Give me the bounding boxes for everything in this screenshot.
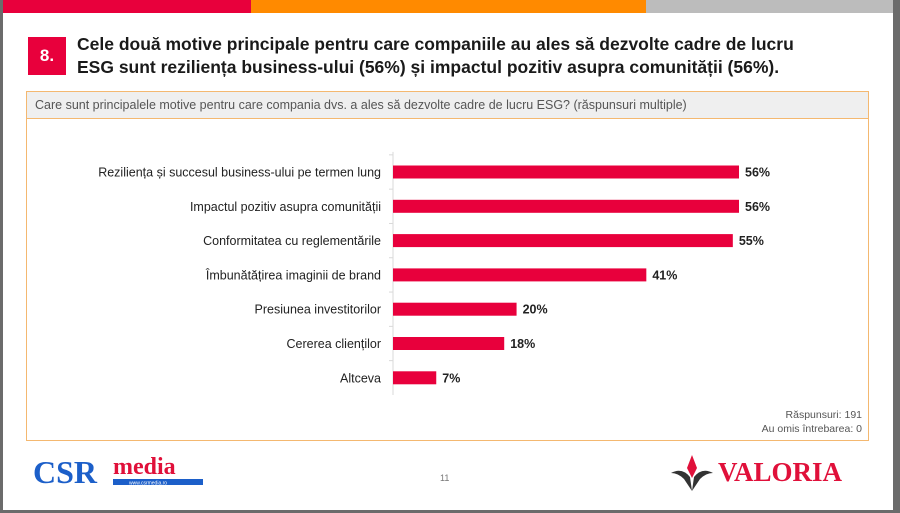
csr-logo-url: www.csrmedia.ro [129, 481, 167, 487]
category-label: Cererea clienților [287, 337, 381, 351]
category-label: Presiunea investitorilor [255, 303, 381, 317]
value-label: 56% [745, 200, 770, 214]
bar-chart: Reziliența și succesul business-ului pe … [98, 151, 770, 395]
slide-title-line-1: Cele două motive principale pentru care … [77, 34, 794, 54]
category-label: Conformitatea cu reglementările [203, 234, 381, 248]
csr-logo-text-b: media [113, 455, 176, 480]
value-label: 56% [745, 166, 770, 180]
responses-count: Răspunsuri: 191 [785, 409, 862, 421]
bar [393, 371, 437, 385]
slide: 8. Cele două motive principale pentru ca… [3, 0, 893, 510]
question-header: Care sunt principalele motive pentru car… [27, 92, 868, 119]
bar [393, 234, 733, 248]
top-stripe-gray [646, 0, 893, 13]
value-label: 55% [739, 234, 764, 248]
valoria-emblem-icon [671, 455, 713, 491]
slide-number-badge: 8. [28, 37, 66, 75]
bar [393, 199, 739, 213]
bar [393, 302, 517, 316]
top-stripe-orange [251, 0, 646, 13]
bar [393, 165, 739, 179]
page-number: 11 [440, 473, 450, 483]
bar [393, 337, 505, 350]
value-label: 7% [442, 371, 460, 385]
valoria-logo-text: VALORIA [718, 457, 843, 487]
slide-title-line-2: ESG sunt reziliența business-ului (56%) … [77, 57, 780, 77]
chart-box: Care sunt principalele motive pentru car… [26, 91, 869, 441]
category-label: Reziliența și succesul business-ului pe … [98, 166, 381, 180]
value-label: 18% [510, 337, 535, 351]
top-stripe-red [3, 0, 251, 13]
value-label: 41% [652, 268, 677, 282]
valoria-logo: VALORIA [671, 455, 843, 491]
category-label: Altceva [340, 371, 381, 385]
csrmedia-logo: CSR media www.csrmedia.ro [33, 455, 203, 490]
csr-logo-text-a: CSR [33, 455, 98, 490]
category-label: Impactul pozitiv asupra comunității [190, 200, 381, 214]
skipped-count: Au omis întrebarea: 0 [761, 423, 862, 435]
category-label: Îmbunătățirea imaginii de brand [205, 267, 381, 282]
slide-title: Cele două motive principale pentru care … [77, 33, 877, 79]
csr-logo-underline [113, 479, 203, 485]
value-label: 20% [523, 303, 548, 317]
bar [393, 268, 647, 282]
